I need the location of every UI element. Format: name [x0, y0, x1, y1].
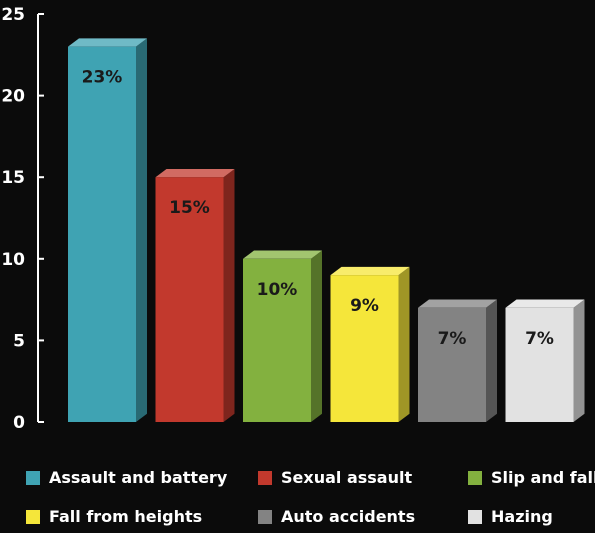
- legend-swatch: [468, 509, 482, 524]
- y-tick-label: 10: [1, 250, 25, 270]
- bar-data-label: 9%: [350, 296, 379, 316]
- legend-swatch: [258, 470, 272, 485]
- legend-item: Assault and battery: [26, 468, 227, 487]
- legend-item: Fall from heights: [26, 507, 202, 526]
- bar-top: [155, 168, 235, 178]
- bar-front: [155, 177, 224, 422]
- bar-data-label: 7%: [525, 329, 554, 349]
- legend-swatch: [26, 509, 40, 524]
- bar-data-label: 7%: [438, 329, 467, 349]
- legend-label: Sexual assault: [281, 468, 413, 487]
- bar-data-label: 15%: [169, 198, 210, 218]
- bar-top: [243, 250, 322, 259]
- bar-data-label: 10%: [257, 280, 298, 300]
- legend-swatch: [26, 470, 40, 485]
- legend-label: Auto accidents: [281, 507, 416, 526]
- y-tick-label: 5: [13, 331, 25, 351]
- legend-item: Sexual assault: [258, 468, 412, 487]
- legend-label: Slip and fall: [491, 468, 595, 487]
- bar-front: [418, 307, 486, 422]
- bar: [68, 38, 147, 422]
- bar-top: [505, 299, 585, 308]
- y-tick-label: 0: [13, 413, 25, 433]
- bar: [155, 168, 235, 422]
- bar: [330, 266, 410, 422]
- y-tick-label: 25: [1, 5, 25, 25]
- bar-side: [573, 299, 585, 422]
- y-tick-label: 20: [1, 87, 25, 107]
- legend-item: Hazing: [468, 507, 553, 526]
- bar-top: [68, 38, 147, 47]
- bar: [505, 299, 585, 422]
- bar-top: [418, 299, 497, 308]
- bar-top: [330, 266, 410, 276]
- legend-item: Slip and fall: [468, 468, 595, 487]
- legend-label: Assault and battery: [49, 468, 228, 487]
- bar-data-label: 23%: [82, 68, 123, 88]
- bar-chart-plot: 0 5 10 15 20 25 23% 15% 10% 9% 7% 7%: [1, 5, 585, 433]
- bar: [243, 250, 322, 422]
- legend-swatch: [258, 509, 272, 524]
- bar-front: [243, 258, 311, 422]
- legend-label: Fall from heights: [49, 507, 203, 526]
- bar-side: [311, 250, 322, 422]
- bar: [418, 299, 497, 422]
- bar-side: [136, 38, 147, 422]
- legend-label: Hazing: [491, 507, 553, 526]
- bar-front: [68, 46, 136, 422]
- bar-side: [398, 266, 410, 422]
- bar-side: [486, 299, 497, 422]
- bar-front: [505, 307, 574, 422]
- bar-side: [223, 168, 235, 422]
- legend-swatch: [468, 470, 482, 485]
- bar-front: [330, 275, 399, 422]
- legend-item: Auto accidents: [258, 507, 415, 526]
- chart-legend: Assault and battery Sexual assault Slip an…: [0, 460, 595, 533]
- y-tick-label: 15: [1, 168, 25, 188]
